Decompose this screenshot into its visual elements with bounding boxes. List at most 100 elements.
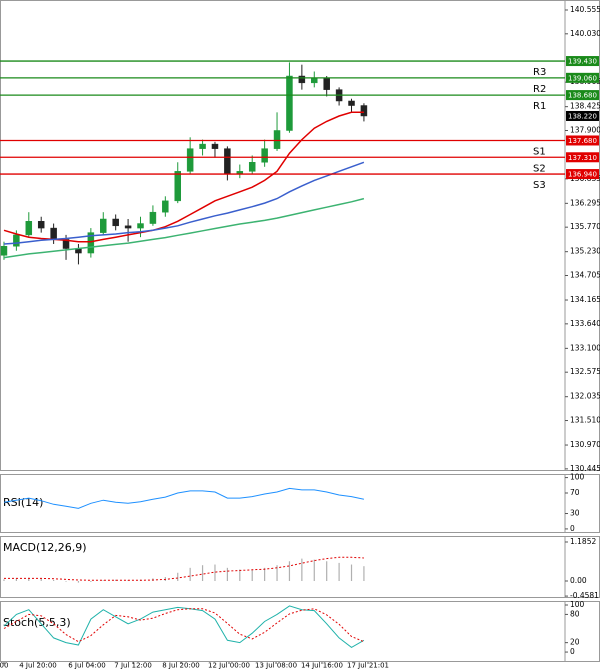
last-price-label: 138.220 xyxy=(568,112,597,120)
indicator-line xyxy=(3,197,365,259)
y-tick-label: 135.230 xyxy=(570,247,600,256)
level-label: 138.680 xyxy=(568,92,597,100)
y-tick-label: 100 xyxy=(570,600,585,609)
indicator-title: Stoch(5,5,3) xyxy=(3,616,71,629)
macd-bar xyxy=(77,581,80,583)
indicator-line xyxy=(3,111,364,243)
level-box xyxy=(566,135,599,146)
y-tick-label: 130.970 xyxy=(570,440,600,449)
level-name: S1 xyxy=(533,146,546,157)
macd-bar xyxy=(326,561,328,582)
candle-body xyxy=(0,245,8,256)
macd-bar xyxy=(288,561,291,582)
y-tick-label: 30 xyxy=(570,509,580,518)
macd-bar xyxy=(264,567,266,582)
candle-body xyxy=(211,143,219,149)
y-tick-label: 1.1852 xyxy=(570,537,596,546)
macd-bar xyxy=(40,578,42,582)
y-tick-label: 0 xyxy=(570,524,575,533)
level-name: R1 xyxy=(533,101,546,112)
candle-body xyxy=(50,227,57,240)
x-tick-label: 00 xyxy=(0,662,8,670)
macd-bar xyxy=(338,562,340,582)
level-label: 139.430 xyxy=(568,58,597,66)
indicator-line xyxy=(4,556,364,581)
y-tick-label: 136.295 xyxy=(570,198,600,207)
macd-bar xyxy=(28,577,30,582)
panel-frame xyxy=(0,536,600,598)
y-tick-label: 70 xyxy=(570,488,580,497)
level-name: S3 xyxy=(533,180,546,191)
y-tick-label: 134.705 xyxy=(570,271,600,280)
macd-bar xyxy=(239,569,241,582)
level-name: S2 xyxy=(533,163,546,174)
y-tick-label: 140.030 xyxy=(570,29,600,38)
candle-body xyxy=(273,130,281,149)
x-tick-label: 6 Jul 04:00 xyxy=(68,662,106,670)
indicator-line xyxy=(3,487,365,509)
macd-bar xyxy=(301,558,303,582)
candle-body xyxy=(186,148,194,172)
macd-bar xyxy=(102,580,104,582)
candle-body xyxy=(261,148,268,163)
macd-bar xyxy=(177,572,179,582)
level-name: R2 xyxy=(533,84,546,95)
indicator-line xyxy=(3,161,365,245)
candle-body xyxy=(37,221,45,229)
y-tick-label: 133.640 xyxy=(570,319,600,328)
macd-bar xyxy=(15,578,17,582)
y-tick-label: -0.4581 xyxy=(570,591,599,600)
level-label: 136.940 xyxy=(568,171,597,179)
candle-body xyxy=(311,78,318,84)
macd-bar xyxy=(53,580,55,582)
level-name: R3 xyxy=(533,67,546,78)
indicator-title: RSI(14) xyxy=(3,496,43,509)
macd-bar xyxy=(251,569,253,582)
candle-body xyxy=(174,171,181,202)
level-box xyxy=(566,90,599,101)
y-tick-label: 134.165 xyxy=(570,295,600,304)
x-tick-label: 4 Jul 20:00 xyxy=(19,662,57,670)
macd-bar xyxy=(115,579,117,582)
y-tick-label: 100 xyxy=(570,473,585,482)
x-tick-label: 12 Jul 00:00 xyxy=(208,662,250,670)
candle-body xyxy=(100,218,107,233)
candle-body xyxy=(149,211,157,224)
macd-bar xyxy=(189,567,191,582)
level-box xyxy=(566,152,599,163)
candle-body xyxy=(360,105,368,117)
macd-bar xyxy=(214,564,216,582)
x-tick-label: 14 Jul 16:00 xyxy=(301,662,343,670)
level-label: 139.060 xyxy=(568,74,597,82)
candle-body xyxy=(137,223,144,229)
last-price-box xyxy=(566,110,599,121)
x-tick-label: 13 Jul 08:00 xyxy=(255,662,297,670)
y-tick-label: 0.00 xyxy=(570,576,587,585)
y-tick-label: 80 xyxy=(570,609,580,618)
y-tick-label: 130.445 xyxy=(570,464,600,473)
y-tick-label: 137.900 xyxy=(570,125,600,134)
macd-bar xyxy=(3,579,5,582)
macd-bar xyxy=(201,565,204,582)
macd-bar xyxy=(363,566,365,582)
y-tick-label: 135.770 xyxy=(570,222,600,231)
level-box xyxy=(566,169,599,180)
candle-body xyxy=(348,100,355,106)
x-tick-label: 8 Jul 20:00 xyxy=(162,662,200,670)
y-tick-label: 20 xyxy=(570,638,580,647)
macd-bar xyxy=(90,581,92,582)
macd-bar xyxy=(65,581,67,582)
candle-body xyxy=(112,218,119,227)
candle-body xyxy=(298,75,306,84)
candle-body xyxy=(162,200,169,213)
candle-body xyxy=(13,234,20,247)
macd-bar xyxy=(226,567,228,582)
y-tick-label: 132.575 xyxy=(570,367,600,376)
indicator-line xyxy=(3,608,365,643)
level-label: 137.310 xyxy=(568,154,597,162)
macd-bar xyxy=(276,565,278,582)
x-tick-label: 7 Jul 12:00 xyxy=(114,662,152,670)
y-tick-label: 138.425 xyxy=(570,102,600,111)
y-tick-label: 132.035 xyxy=(570,392,600,401)
